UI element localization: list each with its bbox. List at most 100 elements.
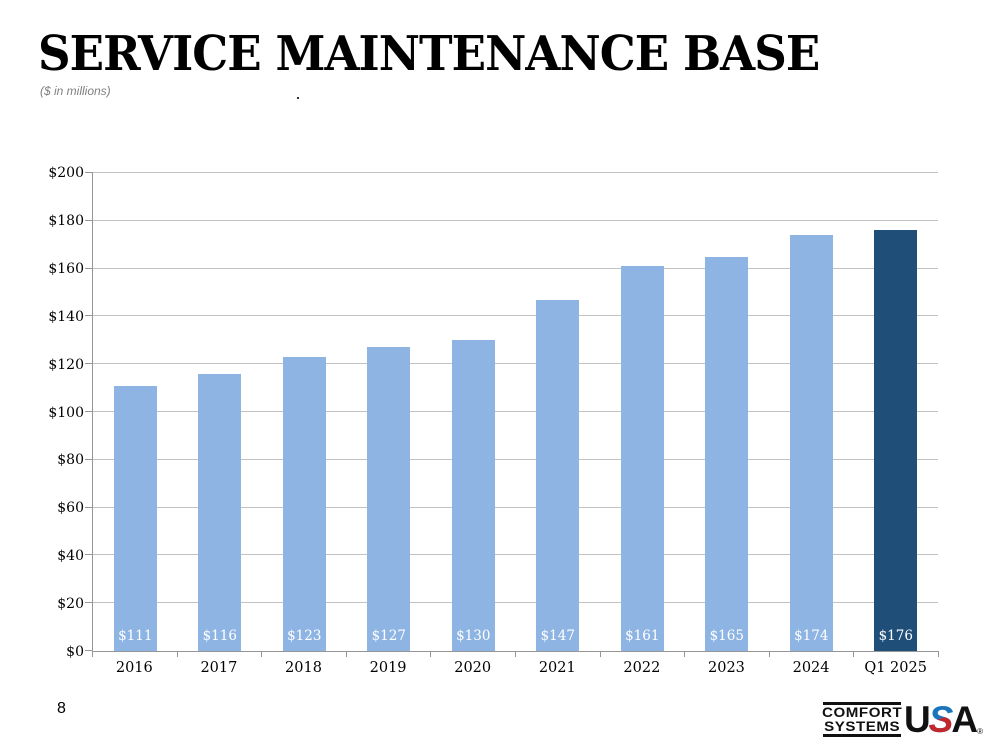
x-axis-category-label: 2023 (708, 660, 745, 676)
bar-2016: $111 (113, 385, 157, 651)
bar-Q1 2025: $176 (874, 230, 918, 651)
logo-usa: U S S A (903, 699, 978, 740)
page-subtitle: ($ in millions) (40, 84, 111, 98)
y-axis-tick (85, 602, 93, 604)
x-axis-category-label: 2018 (285, 660, 322, 676)
x-axis-category-label: 2019 (369, 660, 407, 676)
logo-usa-a: A (951, 699, 978, 740)
page-number: 8 (57, 700, 66, 717)
bar-value-label: $176 (878, 628, 913, 644)
y-axis-tick-label: $0 (66, 644, 84, 660)
bar-slot: $123 (262, 173, 347, 651)
bar-value-label: $161 (625, 628, 660, 644)
x-axis-tick (345, 651, 347, 657)
logo-word-comfort: COMFORT (821, 704, 902, 721)
x-axis-labels: 2016 2017 2018 2019 2020 2021 2022 2023 2024 Q1 2… (92, 660, 938, 676)
bar-slot: $176 (854, 173, 939, 651)
y-axis-tick (85, 315, 93, 317)
gridline (93, 219, 938, 221)
bar-2017: $116 (198, 373, 242, 651)
gridline (93, 172, 938, 173)
y-axis-tick-label: $20 (57, 596, 84, 613)
logo-usa-u: U (903, 699, 931, 740)
bar-slot: $165 (685, 173, 770, 651)
y-axis-tick (85, 506, 93, 508)
x-axis-tick (261, 651, 263, 657)
y-axis-tick-label: $100 (48, 404, 84, 421)
page-title: SERVICE MAINTENANCE BASE (38, 26, 820, 82)
y-axis-tick (85, 363, 93, 365)
bar-2024: $174 (789, 235, 833, 651)
y-axis-labels: $0 $20 $40 $60 $80 $100 $120 $140 $160 $180 $200 (0, 165, 84, 660)
gridline (93, 458, 938, 460)
stray-dot (297, 97, 299, 99)
y-axis-tick-label: $140 (48, 308, 84, 325)
x-axis-category-label: 2021 (538, 660, 576, 676)
bar-slot: $127 (347, 173, 432, 651)
x-axis-tick (599, 651, 601, 657)
bar-slot: $147 (516, 173, 601, 651)
y-axis-tick-label: $160 (48, 260, 84, 277)
bar-slot: $111 (93, 173, 178, 651)
logo-usa-swoosh-s: S S (928, 699, 954, 740)
registered-trademark-icon: ® (977, 727, 983, 736)
y-axis-tick (85, 411, 93, 412)
bar-value-label: $165 (709, 628, 744, 644)
x-axis-tick (768, 651, 770, 657)
y-axis-tick-label: $60 (57, 500, 84, 517)
x-axis-category-label: 2024 (792, 660, 830, 676)
bar-2018: $123 (282, 357, 326, 651)
bar-2019: $127 (367, 347, 411, 651)
gridline (93, 554, 938, 556)
bar-value-label: $127 (371, 628, 406, 644)
bar-2023: $165 (705, 256, 749, 651)
comfort-systems-usa-logo: COMFORT SYSTEMS U S S A ® (821, 699, 983, 740)
y-axis-tick-label: $80 (57, 452, 84, 469)
x-axis-tick (938, 651, 939, 657)
bar-value-label: $147 (540, 628, 575, 644)
bar-value-label: $111 (118, 628, 153, 644)
gridline (93, 315, 938, 317)
bar-2022: $161 (620, 266, 664, 651)
bar-slot: $130 (431, 173, 516, 651)
y-axis-tick (85, 267, 93, 269)
x-axis-tick (92, 651, 93, 657)
y-axis-tick-label: $40 (57, 548, 84, 565)
x-axis-ticks (92, 651, 939, 657)
bar-slot: $161 (600, 173, 685, 651)
x-axis-category-label: 2020 (454, 660, 492, 676)
bar-2021: $147 (536, 299, 580, 651)
x-axis-tick (853, 651, 855, 657)
gridline (93, 411, 938, 412)
y-axis-tick (85, 219, 93, 221)
bar-slot: $174 (769, 173, 854, 651)
plot-area: $111 $116 $123 $127 $130 $147 $161 $165 $174 $176 (85, 172, 938, 652)
y-axis-tick (85, 458, 93, 460)
x-axis-tick (430, 651, 432, 657)
y-axis-tick-label: $200 (48, 165, 84, 181)
y-axis-tick (85, 172, 93, 173)
x-axis-category-label: 2017 (200, 660, 238, 676)
gridline (93, 267, 938, 269)
bar-slot: $116 (178, 173, 263, 651)
y-axis-tick-label: $180 (48, 212, 84, 229)
x-axis-tick (515, 651, 516, 657)
x-axis-tick (176, 651, 178, 657)
gridline (93, 602, 938, 604)
gridline (93, 506, 938, 508)
logo-wordmark: COMFORT SYSTEMS (821, 702, 902, 737)
bars-row: $111 $116 $123 $127 $130 $147 $161 $165 $174 $176 (93, 173, 938, 651)
bar-value-label: $116 (202, 628, 237, 644)
x-axis-category-label: 2016 (115, 660, 153, 676)
bar-value-label: $174 (794, 628, 829, 644)
bar-2020: $130 (451, 340, 495, 651)
y-axis-tick (85, 554, 93, 556)
x-axis-category-label: Q1 2025 (864, 660, 927, 676)
x-axis-category-label: 2022 (623, 660, 661, 676)
y-axis-tick (85, 650, 93, 651)
gridline (93, 363, 938, 365)
x-axis-tick (684, 651, 686, 657)
logo-word-systems: SYSTEMS (823, 717, 900, 734)
